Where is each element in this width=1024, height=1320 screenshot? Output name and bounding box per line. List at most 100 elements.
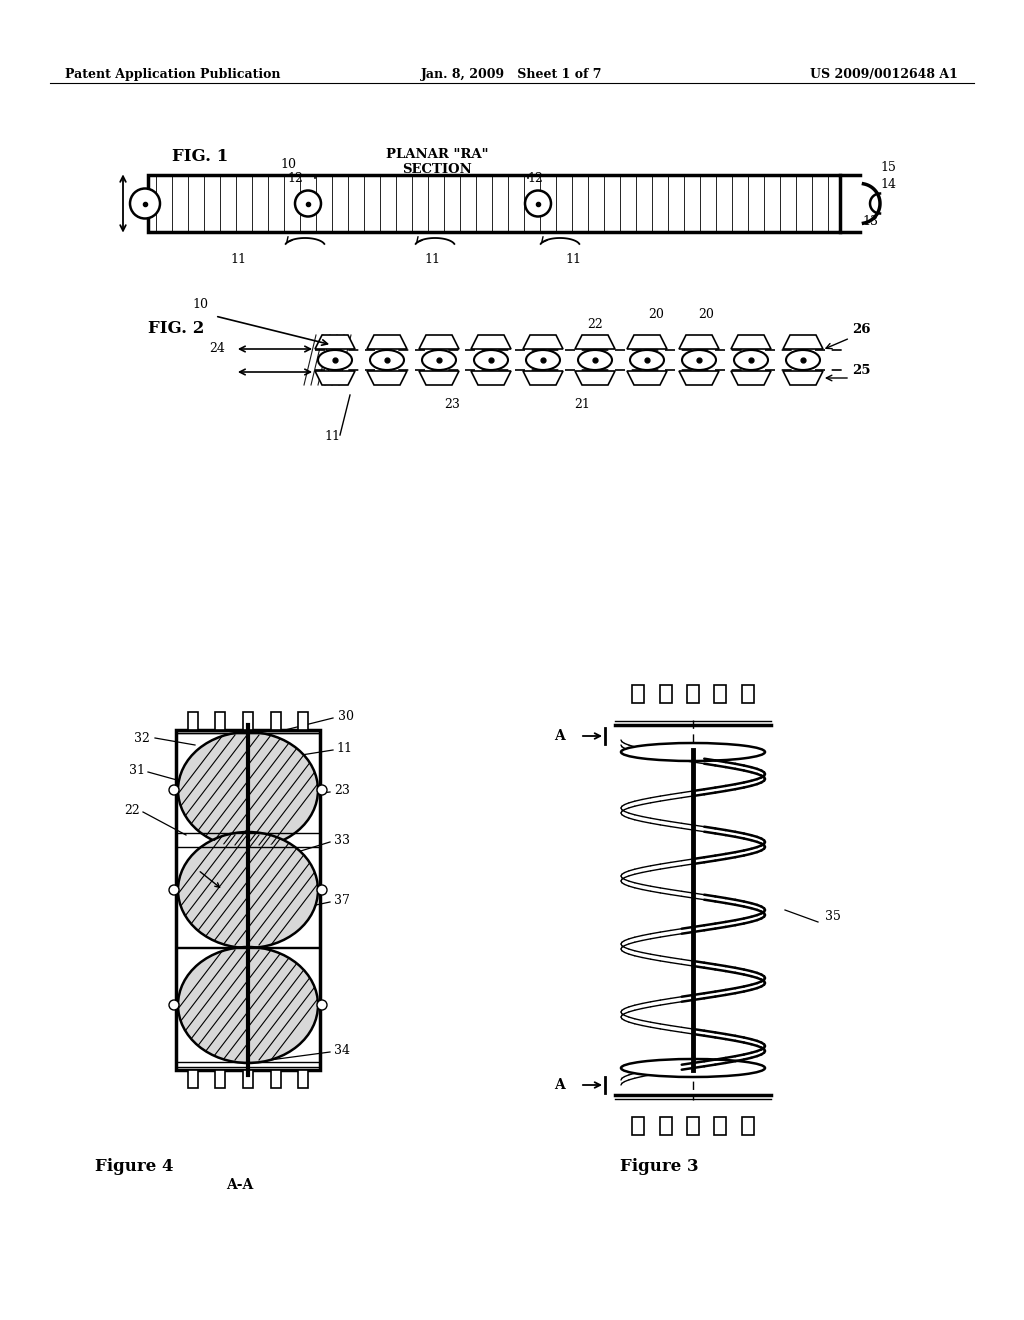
Bar — [660, 1117, 672, 1135]
Text: 11: 11 — [230, 253, 246, 267]
Text: 11: 11 — [424, 253, 440, 267]
Text: 24: 24 — [209, 342, 225, 355]
Text: 25: 25 — [852, 364, 870, 378]
Ellipse shape — [178, 733, 318, 847]
Text: 20: 20 — [648, 308, 664, 321]
Bar — [687, 1117, 699, 1135]
Text: PLANAR "RA": PLANAR "RA" — [386, 148, 488, 161]
Polygon shape — [731, 335, 771, 348]
Polygon shape — [419, 371, 459, 385]
Bar — [714, 1117, 726, 1135]
Circle shape — [295, 190, 321, 216]
Polygon shape — [315, 371, 355, 385]
Text: 33: 33 — [334, 833, 350, 846]
Circle shape — [130, 189, 160, 219]
Text: FIG. 2: FIG. 2 — [148, 319, 205, 337]
Text: A: A — [554, 1078, 565, 1092]
Text: 22: 22 — [587, 318, 603, 331]
Polygon shape — [367, 371, 407, 385]
Bar — [188, 711, 198, 730]
Circle shape — [169, 884, 179, 895]
Polygon shape — [367, 335, 407, 348]
Polygon shape — [783, 371, 823, 385]
Bar — [243, 1071, 253, 1088]
Text: 23: 23 — [444, 399, 460, 411]
Ellipse shape — [621, 1059, 765, 1077]
Text: 22: 22 — [124, 804, 140, 817]
Text: FIG. 1: FIG. 1 — [172, 148, 228, 165]
Ellipse shape — [474, 350, 508, 370]
Text: 31: 31 — [129, 763, 145, 776]
Ellipse shape — [734, 350, 768, 370]
Ellipse shape — [526, 350, 560, 370]
Circle shape — [317, 884, 327, 895]
Text: Patent Application Publication: Patent Application Publication — [65, 69, 281, 81]
Circle shape — [317, 1001, 327, 1010]
Bar — [215, 711, 225, 730]
Text: 11: 11 — [324, 430, 340, 444]
Polygon shape — [627, 371, 667, 385]
Polygon shape — [575, 335, 615, 348]
Text: 32: 32 — [134, 731, 150, 744]
Text: Jan. 8, 2009   Sheet 1 of 7: Jan. 8, 2009 Sheet 1 of 7 — [421, 69, 603, 81]
Text: SECTION: SECTION — [402, 162, 472, 176]
Ellipse shape — [422, 350, 456, 370]
Text: 34: 34 — [334, 1044, 350, 1056]
Text: 10: 10 — [280, 158, 296, 172]
Text: 13: 13 — [862, 215, 878, 228]
Bar — [188, 1071, 198, 1088]
Polygon shape — [523, 371, 563, 385]
Ellipse shape — [318, 350, 352, 370]
Text: Figure 3: Figure 3 — [620, 1158, 698, 1175]
Bar — [148, 176, 840, 232]
Ellipse shape — [630, 350, 664, 370]
Polygon shape — [575, 371, 615, 385]
Polygon shape — [471, 371, 511, 385]
Polygon shape — [523, 335, 563, 348]
Text: 37: 37 — [334, 894, 350, 907]
Text: Figure 4: Figure 4 — [95, 1158, 173, 1175]
Ellipse shape — [682, 350, 716, 370]
Bar — [714, 685, 726, 704]
Bar — [687, 685, 699, 704]
Polygon shape — [471, 335, 511, 348]
Circle shape — [525, 190, 551, 216]
Bar — [271, 711, 281, 730]
Text: 21: 21 — [574, 399, 590, 411]
Text: 11: 11 — [336, 742, 352, 755]
Ellipse shape — [786, 350, 820, 370]
Bar — [298, 1071, 308, 1088]
Polygon shape — [783, 335, 823, 348]
Ellipse shape — [178, 832, 318, 948]
Bar — [660, 685, 672, 704]
Bar — [271, 1071, 281, 1088]
Ellipse shape — [578, 350, 612, 370]
Text: A: A — [554, 729, 565, 743]
Text: 20: 20 — [698, 308, 714, 321]
Ellipse shape — [370, 350, 404, 370]
Text: 14: 14 — [880, 178, 896, 191]
Bar — [742, 1117, 754, 1135]
Ellipse shape — [178, 946, 318, 1063]
Text: 12: 12 — [287, 172, 303, 185]
Text: A-A: A-A — [226, 1177, 254, 1192]
Circle shape — [317, 785, 327, 795]
Bar — [632, 685, 644, 704]
Bar — [632, 1117, 644, 1135]
Bar — [215, 1071, 225, 1088]
Ellipse shape — [621, 743, 765, 762]
Polygon shape — [731, 371, 771, 385]
Polygon shape — [679, 335, 719, 348]
Bar — [742, 685, 754, 704]
Bar — [298, 711, 308, 730]
Text: 30: 30 — [338, 710, 354, 722]
Polygon shape — [679, 371, 719, 385]
Polygon shape — [627, 335, 667, 348]
Circle shape — [169, 1001, 179, 1010]
Text: 10: 10 — [193, 298, 208, 312]
Bar — [243, 711, 253, 730]
Text: 35: 35 — [825, 909, 841, 923]
Text: 11: 11 — [565, 253, 581, 267]
Text: US 2009/0012648 A1: US 2009/0012648 A1 — [810, 69, 958, 81]
Text: 12: 12 — [527, 172, 543, 185]
